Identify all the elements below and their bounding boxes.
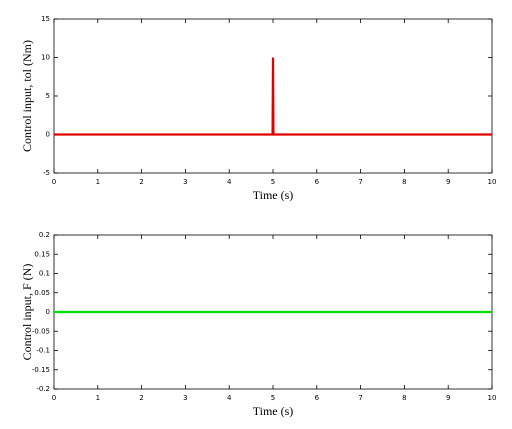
y-tick-label: 0.2 [39, 231, 50, 239]
y-axis-label: Control input, tol (Nm) [20, 40, 34, 152]
x-tick-label: 3 [183, 394, 187, 402]
y-tick-label: 10 [41, 54, 50, 62]
x-tick-label: 0 [52, 394, 56, 402]
x-tick-label: 3 [183, 178, 187, 186]
x-tick-label: 10 [488, 178, 497, 186]
x-tick-label: 9 [446, 178, 450, 186]
x-tick-label: 9 [446, 394, 450, 402]
x-tick-label: 7 [358, 394, 362, 402]
x-tick-label: 8 [402, 394, 406, 402]
x-tick-label: 4 [227, 178, 232, 186]
y-tick-label: -0.05 [32, 327, 50, 335]
y-axis-label: Control input, F (N) [20, 264, 34, 361]
x-tick-label: 4 [227, 394, 232, 402]
y-tick-label: 0.05 [34, 289, 50, 297]
x-tick-label: 2 [139, 394, 143, 402]
data-line [54, 57, 492, 136]
y-tick-label: 5 [46, 92, 50, 100]
x-tick-label: 5 [271, 178, 275, 186]
x-tick-label: 10 [488, 394, 497, 402]
x-tick-label: 1 [96, 178, 100, 186]
x-axis-label: Time (s) [253, 404, 294, 418]
y-tick-label: -0.2 [36, 385, 50, 393]
x-tick-label: 7 [358, 178, 362, 186]
x-tick-label: 2 [139, 178, 143, 186]
y-tick-label: 0.15 [34, 250, 50, 258]
x-tick-label: 8 [402, 178, 406, 186]
x-axis-label: Time (s) [253, 188, 294, 202]
y-tick-label: 0 [46, 131, 50, 139]
x-tick-label: 5 [271, 394, 275, 402]
x-tick-label: 1 [96, 394, 100, 402]
x-tick-label: 6 [315, 178, 320, 186]
y-tick-label: 15 [41, 15, 50, 23]
y-tick-label: 0.1 [39, 270, 50, 278]
y-tick-label: -0.1 [36, 347, 50, 355]
x-tick-label: 6 [315, 394, 320, 402]
y-tick-label: -0.15 [32, 366, 50, 374]
x-tick-label: 0 [52, 178, 56, 186]
y-tick-label: -5 [43, 169, 50, 177]
y-tick-label: 0 [46, 308, 50, 316]
